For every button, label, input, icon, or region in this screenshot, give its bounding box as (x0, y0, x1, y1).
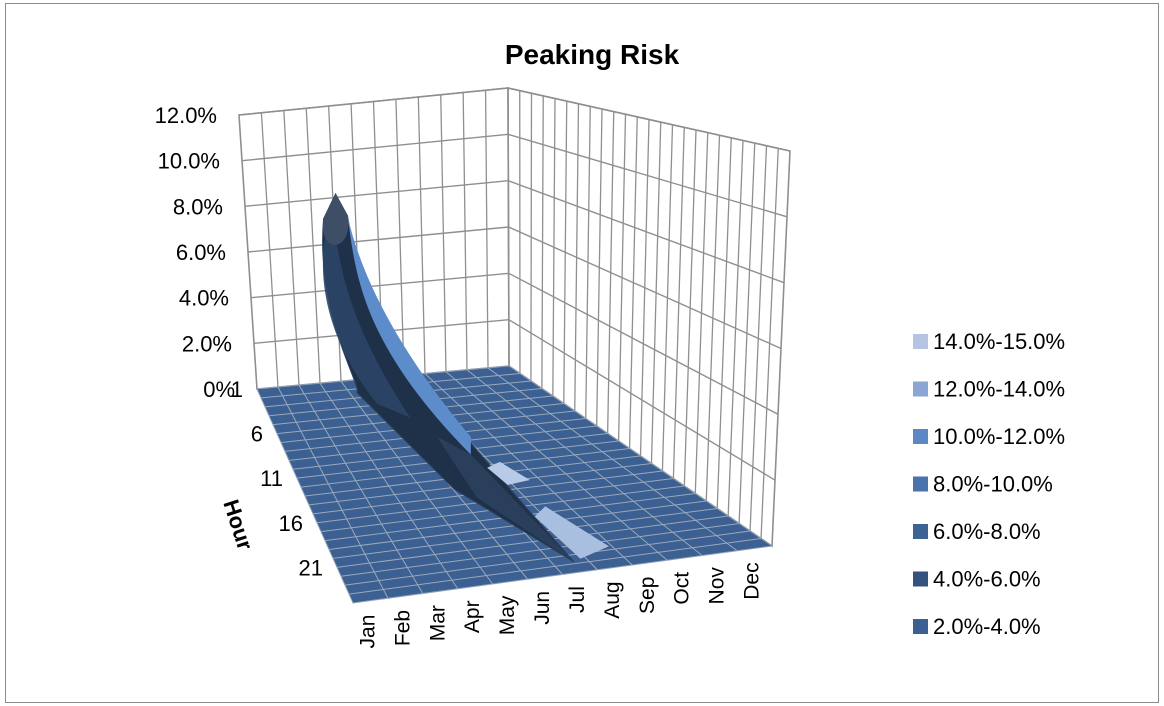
month-tick-label: Dec (741, 562, 764, 599)
legend-swatch (913, 334, 928, 349)
legend-entry: 10.0%-12.0% (913, 424, 1065, 449)
surface-shadow-facet (436, 436, 575, 562)
hour-tick-label: 16 (279, 511, 303, 536)
chart-frame (5, 3, 1159, 703)
legend-entry: 8.0%-10.0% (913, 472, 1053, 497)
surface-light-facet (487, 461, 530, 485)
back-walls (238, 87, 791, 548)
hour-gridline (760, 148, 779, 539)
month-tick-label: Mar (426, 605, 449, 641)
hour-gridline (541, 95, 544, 389)
floor-gridline (332, 508, 718, 559)
hour-gridline (563, 101, 568, 404)
hour-gridline (716, 137, 732, 509)
hour-tick-label: 21 (299, 555, 323, 580)
month-tick-label: Jul (566, 586, 589, 613)
hour-tick-label: 6 (251, 422, 263, 447)
legend-entry: 12.0%-14.0% (913, 377, 1065, 402)
legend-swatch (913, 524, 928, 539)
month-gridline (260, 112, 279, 388)
legend-swatch (913, 619, 928, 634)
hour-gridline (650, 122, 662, 464)
hour-gridline (574, 103, 580, 412)
floor-gridline (336, 515, 729, 568)
month-tick-label: May (496, 595, 519, 635)
hour-gridline (639, 119, 650, 457)
legend-label: 6.0%-8.0% (933, 519, 1041, 544)
hour-gridline (617, 114, 627, 442)
floor-gridline (344, 530, 751, 586)
legend-swatch (913, 381, 928, 397)
legend-entry: 14.0%-15.0% (913, 329, 1065, 354)
hour-gridline (628, 116, 638, 449)
legend-label: 4.0%-6.0% (933, 567, 1041, 592)
legend-entry: 6.0%-8.0% (913, 519, 1041, 544)
hour-gridline (738, 143, 756, 524)
month-gridline (484, 90, 489, 368)
surface-peak (322, 192, 609, 563)
y-axis-label: Hour (218, 496, 258, 553)
z-tick-label: 8.0% (173, 194, 223, 219)
hour-gridline (683, 129, 697, 487)
legend-label: 12.0%-14.0% (933, 377, 1065, 402)
hour-gridline (585, 106, 591, 419)
month-gridline (417, 96, 426, 374)
month-gridline (283, 110, 300, 386)
month-tick-label: Oct (671, 572, 694, 605)
legend-label: 10.0%-12.0% (933, 424, 1065, 449)
hour-tick-label: 1 (231, 377, 243, 402)
surface-highlight (347, 215, 471, 455)
hour-gridline (727, 140, 744, 517)
legend-label: 2.0%-4.0% (933, 614, 1041, 639)
hour-gridline (596, 108, 603, 427)
month-axis-ticks: Jan Feb Mar Apr May Jun Jul Aug Sep Oct Nov Dec (357, 562, 764, 648)
z-tick-label: 4.0% (179, 286, 229, 311)
hour-gridline (672, 127, 685, 479)
legend-swatch (913, 476, 928, 492)
chart-title: Peaking Risk (505, 39, 680, 70)
month-gridline (440, 94, 447, 372)
legend-label: 14.0%-15.0% (933, 329, 1065, 354)
z-tick-label: 2.0% (182, 331, 232, 356)
surface-peak-cap (322, 193, 349, 245)
hour-gridline (749, 145, 768, 532)
month-tick-label: Apr (461, 600, 484, 633)
month-tick-label: Sep (636, 577, 659, 614)
hour-gridline (661, 124, 674, 472)
month-tick-label: Nov (706, 567, 729, 605)
z-axis-ticks: 0% 2.0% 4.0% 6.0% 8.0% 10.0% 12.0% (155, 103, 235, 402)
hour-tick-label: 11 (260, 466, 283, 491)
floor-gridline (340, 523, 740, 577)
hour-gridline (705, 135, 721, 502)
hour-gridline (552, 98, 556, 397)
floor-gridline (348, 538, 762, 595)
z-tick-label: 6.0% (176, 240, 226, 265)
legend-entry: 4.0%-6.0% (913, 567, 1041, 592)
month-tick-label: Feb (391, 610, 414, 646)
month-gridline (395, 99, 405, 376)
month-gridline (462, 92, 468, 370)
legend-swatch (913, 429, 928, 444)
z-tick-label: 0% (203, 377, 235, 402)
hour-gridline (606, 111, 615, 434)
surface-light-facet (534, 506, 609, 559)
hour-gridline (530, 93, 533, 382)
month-tick-label: Jan (357, 615, 380, 649)
floor-plane (256, 365, 774, 604)
month-tick-label: Jun (531, 591, 554, 625)
legend: 14.0%-15.0% 12.0%-14.0% 10.0%-12.0% 8.0%-10… (913, 329, 1065, 639)
z-tick-label: 10.0% (158, 149, 220, 174)
month-tick-label: Aug (601, 581, 624, 618)
hour-gridline (694, 132, 709, 494)
legend-label: 8.0%-10.0% (933, 472, 1053, 497)
z-tick-label: 12.0% (155, 103, 217, 128)
month-gridline (305, 108, 321, 384)
legend-swatch (913, 571, 928, 587)
floor-grid (256, 365, 774, 604)
legend-entry: 2.0%-4.0% (913, 614, 1041, 639)
